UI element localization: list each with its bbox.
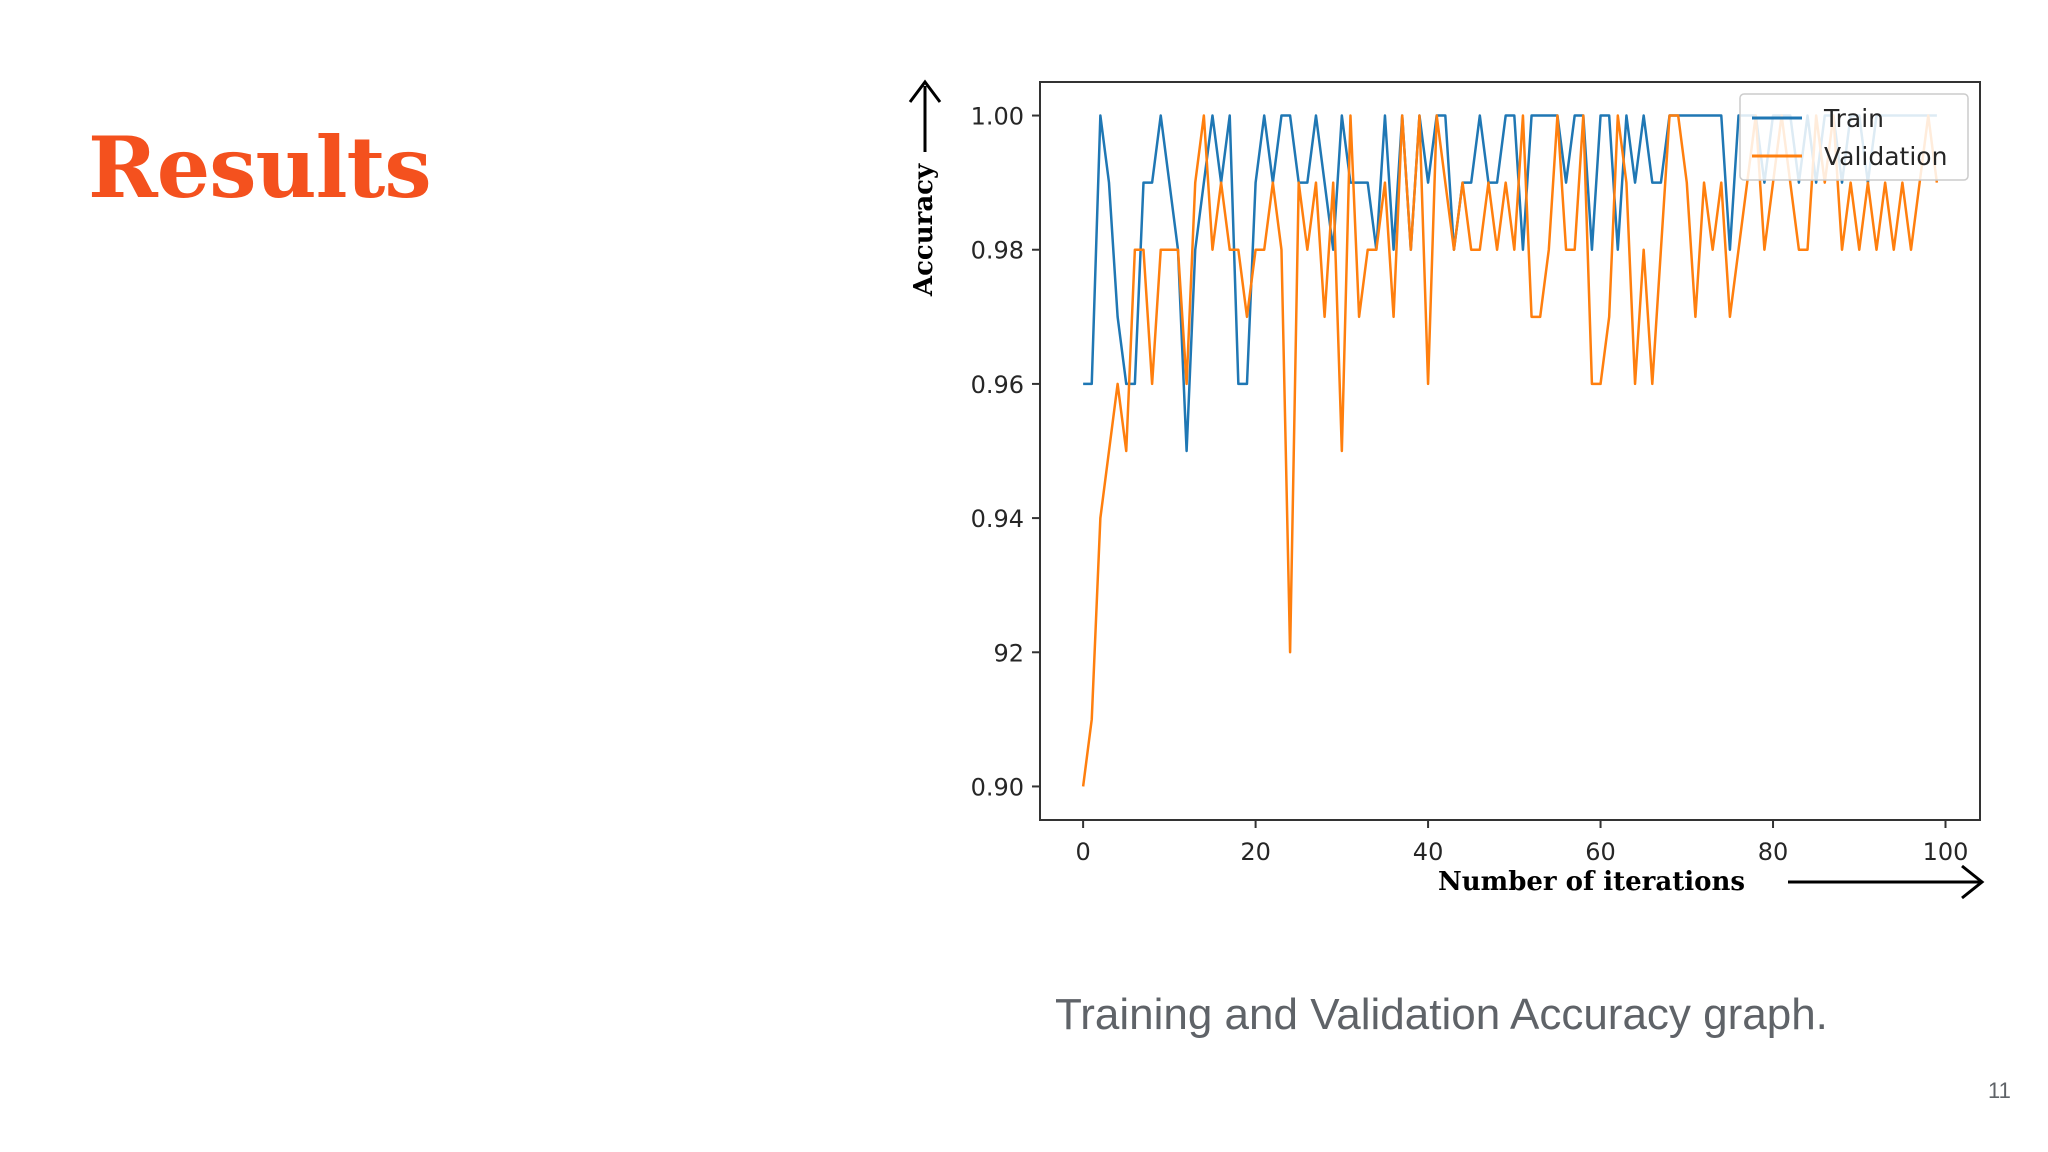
x-tick-label: 100: [1923, 838, 1969, 866]
accuracy-chart: 0 20 40 60 80 100 0.90 92 0.94 0.96 0.98 1.00 Accur…: [880, 60, 2000, 920]
series-line-validation: [1081, 114, 1939, 787]
y-tick-label: 1.00: [971, 103, 1024, 131]
page-number: 11: [1988, 1078, 2011, 1103]
x-axis-arrow-head: [1961, 864, 1985, 900]
chart-caption: Training and Validation Accuracy graph.: [1055, 990, 1828, 1039]
y-tick-label: 92: [993, 639, 1024, 667]
plot-layer: [1081, 114, 1939, 787]
x-axis-label-group: Number of iterations: [1438, 864, 1985, 900]
legend-label-validation: Validation: [1824, 142, 1947, 171]
x-tick-label: 40: [1413, 838, 1444, 866]
ticks-layer: 0 20 40 60 80 100 0.90 92 0.94 0.96 0.98 1.00: [971, 103, 1969, 866]
y-tick-label: 0.98: [971, 237, 1024, 265]
y-axis-label: Accuracy: [909, 163, 939, 297]
legend-label-train: Train: [1823, 104, 1884, 133]
x-tick-label: 0: [1075, 838, 1090, 866]
x-axis-label: Number of iterations: [1438, 867, 1745, 897]
plot-frame: [1039, 81, 1981, 821]
x-tick-label: 20: [1240, 838, 1271, 866]
x-tick-label: 60: [1585, 838, 1616, 866]
y-tick-label: 0.94: [971, 505, 1024, 533]
y-tick-label: 0.96: [971, 371, 1024, 399]
chart-svg: 0 20 40 60 80 100 0.90 92 0.94 0.96 0.98 1.00 Accur…: [908, 79, 1985, 900]
slide-title: Results: [88, 118, 432, 217]
x-tick-label: 80: [1758, 838, 1789, 866]
y-axis-arrow-head: [908, 79, 942, 103]
legend-box: [1739, 93, 1969, 181]
y-axis-label-group: Accuracy: [908, 79, 942, 297]
legend: Train Validation: [1739, 93, 1969, 181]
y-tick-label: 0.90: [971, 773, 1024, 801]
